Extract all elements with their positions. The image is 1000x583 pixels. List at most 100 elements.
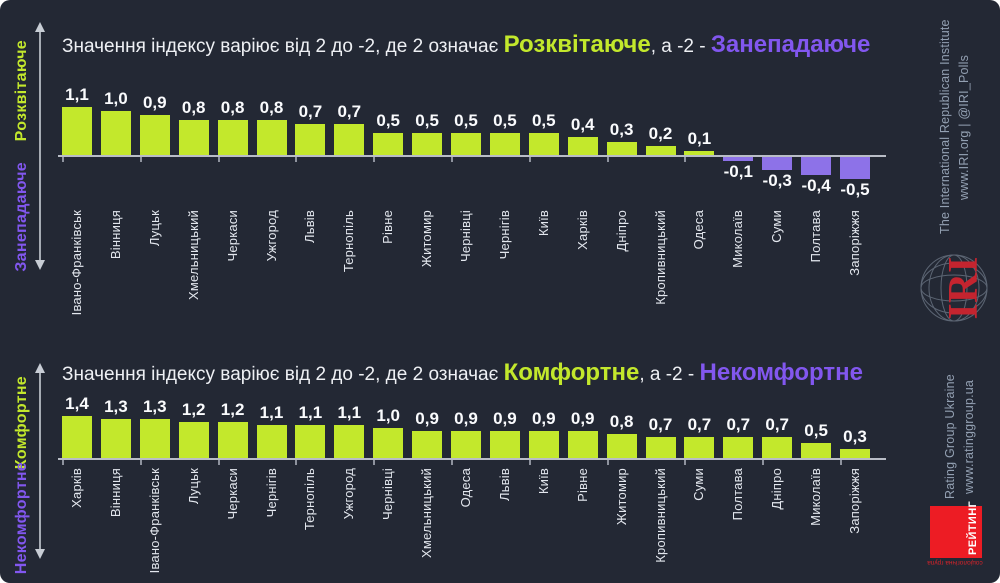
axis-tick	[606, 460, 609, 465]
bar-value-label: 1,1	[65, 85, 89, 104]
city-label: Суми	[691, 468, 707, 501]
axis-tick	[840, 460, 842, 465]
bar	[801, 443, 832, 458]
bar-value-label: 0,7	[687, 415, 712, 434]
city-label: Полтава	[808, 210, 824, 263]
bar-value-label: -0,3	[762, 171, 792, 190]
bar	[489, 431, 520, 458]
bar	[762, 157, 793, 170]
city-label: Вінниця	[107, 468, 123, 518]
bar	[528, 133, 559, 155]
bar	[840, 157, 870, 179]
bar-value-label: 0,5	[415, 111, 439, 130]
city-label: Одеса	[691, 210, 707, 250]
city-label: Суми	[769, 210, 785, 243]
bar	[684, 151, 715, 155]
bar-value-label: 0,7	[648, 415, 673, 434]
bar-value-label: 0,8	[609, 412, 634, 431]
city-label: Рівне	[574, 468, 590, 502]
bar	[139, 419, 170, 458]
title-prefix: Значення індексу варіює від 2 до -2, де …	[62, 36, 504, 57]
bar	[295, 124, 326, 155]
iri-logo-text: IRI	[941, 256, 987, 319]
axis-tick	[762, 460, 765, 465]
axis-tick	[451, 460, 453, 465]
axis-label-flourishing: Розквітаюче	[13, 40, 30, 142]
city-label: Харків	[69, 468, 84, 508]
bar-value-label: -0,1	[723, 162, 753, 181]
bar-value-label: -0,4	[801, 176, 831, 195]
bar-value-label: 0,3	[609, 120, 634, 139]
bar-value-label: -0,5	[840, 180, 870, 199]
title-negative-term: Некомфортне	[699, 359, 863, 386]
city-label: Вінниця	[107, 210, 123, 260]
bar-value-label: 1,2	[220, 400, 245, 419]
chart-title-comfort: Значення індексу варіює від 2 до -2, де …	[62, 359, 863, 387]
x-axis	[58, 155, 886, 157]
axis-tick	[217, 157, 220, 162]
city-label: Хмельницький	[185, 210, 201, 301]
bar-value-label: 1,1	[259, 403, 284, 422]
bar-value-label: 1,4	[65, 394, 89, 413]
bar	[256, 425, 287, 458]
bar	[62, 416, 92, 458]
bar-value-label: 0,9	[142, 93, 167, 112]
bar	[606, 142, 637, 155]
city-label: Запоріжжя	[847, 468, 862, 534]
axis-tick	[373, 460, 376, 465]
rating-credit-line1: Rating Group Ukraine	[943, 374, 957, 500]
axis-label-uncomfortable: Некомфортне	[13, 462, 30, 575]
bar	[489, 133, 520, 155]
city-label: Тернопіль	[302, 468, 318, 531]
axis-tick	[62, 157, 64, 162]
rating-credit-text: Rating Group Ukraine www.ratinggroup.ua	[941, 366, 979, 508]
bar	[334, 124, 365, 155]
bar-value-label: 1,0	[104, 89, 128, 108]
city-label: Хмельницький	[419, 468, 435, 559]
city-label: Черкаси	[224, 468, 240, 520]
city-label: Ужгород	[263, 210, 279, 262]
axis-label-comfortable: Комфортне	[13, 376, 30, 470]
bar-value-label: 0,5	[531, 111, 556, 130]
bar	[139, 115, 170, 155]
bar	[178, 120, 209, 155]
bar-value-label: 0,9	[454, 409, 478, 428]
bar	[373, 428, 404, 458]
city-label: Миколаїв	[808, 468, 824, 526]
title-prefix: Значення індексу варіює від 2 до -2, де …	[62, 364, 504, 385]
bar	[801, 157, 832, 175]
bar-value-label: 0,9	[415, 409, 439, 428]
city-label: Івано-Франківськ	[69, 210, 84, 316]
bar	[178, 422, 209, 458]
city-label: Дніпро	[769, 468, 785, 510]
rating-logo-text: РЕЙТИНГ	[967, 500, 979, 555]
bar-value-label: 1,3	[142, 397, 167, 416]
city-label: Луцьк	[185, 468, 201, 505]
bar	[100, 419, 131, 458]
bar-value-label: 1,2	[181, 400, 206, 419]
city-label: Тернопіль	[341, 210, 357, 273]
city-label: Одеса	[458, 468, 473, 508]
bar-value-label: 0,8	[181, 98, 206, 117]
title-positive-term: Розквітаюче	[503, 31, 651, 58]
title-positive-term: Комфортне	[503, 359, 640, 386]
iri-credit-line1: The International Republican Institute	[938, 19, 952, 235]
city-label: Чернівці	[380, 468, 396, 521]
bar	[723, 437, 754, 458]
city-label: Рівне	[380, 210, 396, 244]
bar-value-label: 0,7	[726, 415, 751, 434]
axis-tick	[528, 460, 531, 465]
bar	[451, 133, 481, 155]
chart-title-wellbeing: Значення індексу варіює від 2 до -2, де …	[62, 31, 870, 59]
bar-value-label: 0,9	[531, 409, 556, 428]
bar	[334, 425, 365, 458]
bar	[840, 449, 870, 458]
axis-tick	[684, 460, 687, 465]
bar-value-label: 0,5	[454, 111, 478, 130]
axis-tick	[139, 157, 142, 162]
axis-tick	[62, 460, 64, 465]
bar	[645, 437, 676, 458]
city-label: Миколаїв	[730, 210, 746, 268]
bar-value-label: 0,2	[648, 124, 673, 143]
vertical-axis-arrow-bottom	[35, 363, 45, 559]
